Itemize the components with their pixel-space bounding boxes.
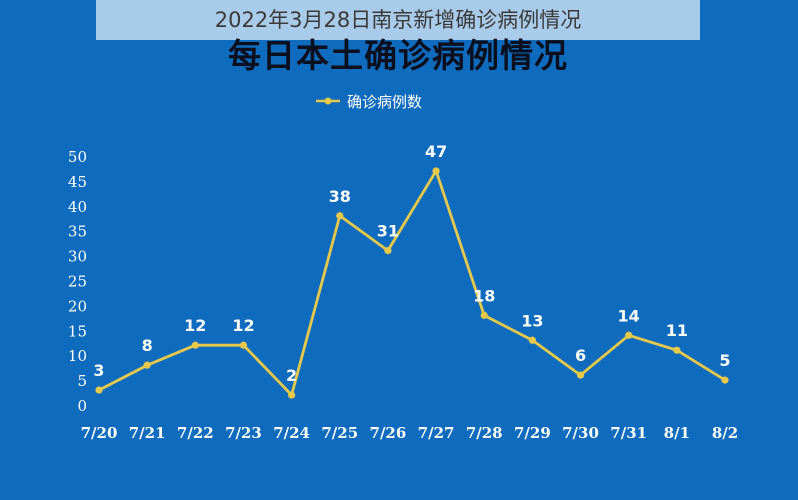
y-tick-label: 5 [77,372,87,390]
data-point [576,371,585,379]
data-label: 5 [719,351,730,370]
legend-label: 确诊病例数 [347,93,422,111]
data-point [336,212,344,220]
legend-marker [324,97,332,105]
y-tick-label: 30 [68,248,87,266]
x-tick-label: 7/22 [177,424,214,442]
data-label: 11 [666,321,688,340]
data-point [239,341,248,349]
caption-bar: 2022年3月28日南京新增确诊病例情况 [96,0,700,40]
series-line [98,169,726,397]
data-point [288,391,296,399]
data-label: 12 [184,316,206,335]
x-tick-label: 7/29 [514,424,551,442]
y-tick-label: 15 [68,322,87,340]
data-label: 13 [521,311,543,330]
data-point [143,361,151,369]
data-label: 31 [377,222,399,241]
image-caption: 2022年3月28日南京新增确诊病例情况 [214,8,582,32]
data-point [432,167,440,175]
data-point [625,331,633,339]
data-label: 14 [618,306,640,325]
x-tick-label: 7/27 [418,424,455,442]
y-tick-label: 25 [68,273,87,291]
y-tick-label: 35 [68,223,87,241]
y-tick-label: 45 [68,173,87,191]
y-tick-label: 20 [68,297,87,315]
data-label: 8 [142,336,153,355]
x-tick-label: 7/30 [562,424,599,442]
data-point [528,336,536,344]
y-tick-label: 0 [77,397,87,415]
data-point [95,386,103,394]
chart-title: 每日本土确诊病例情况 [228,36,568,75]
data-label: 18 [473,286,495,305]
data-point [480,311,488,319]
x-tick-label: 7/28 [466,424,503,442]
data-point [191,341,199,349]
x-tick-label: 7/26 [370,424,407,442]
data-label: 2 [286,366,297,385]
data-label: 38 [329,187,351,206]
x-tick-label: 8/1 [664,424,690,442]
x-tick-label: 8/2 [712,424,738,442]
y-tick-label: 10 [68,347,87,365]
data-label: 12 [232,316,254,335]
data-point [384,247,392,255]
data-label: 3 [93,361,104,380]
x-tick-label: 7/24 [273,424,310,442]
data-point [721,376,729,384]
data-label: 6 [575,346,586,365]
x-tick-label: 7/21 [129,424,166,442]
y-tick-label: 40 [68,198,87,216]
y-tick-label: 50 [68,148,87,166]
data-label: 47 [425,142,447,161]
x-tick-label: 7/23 [225,424,262,442]
data-point [673,346,681,354]
x-tick-label: 7/20 [81,424,118,442]
x-tick-label: 7/31 [610,424,647,442]
x-tick-label: 7/25 [321,424,358,442]
